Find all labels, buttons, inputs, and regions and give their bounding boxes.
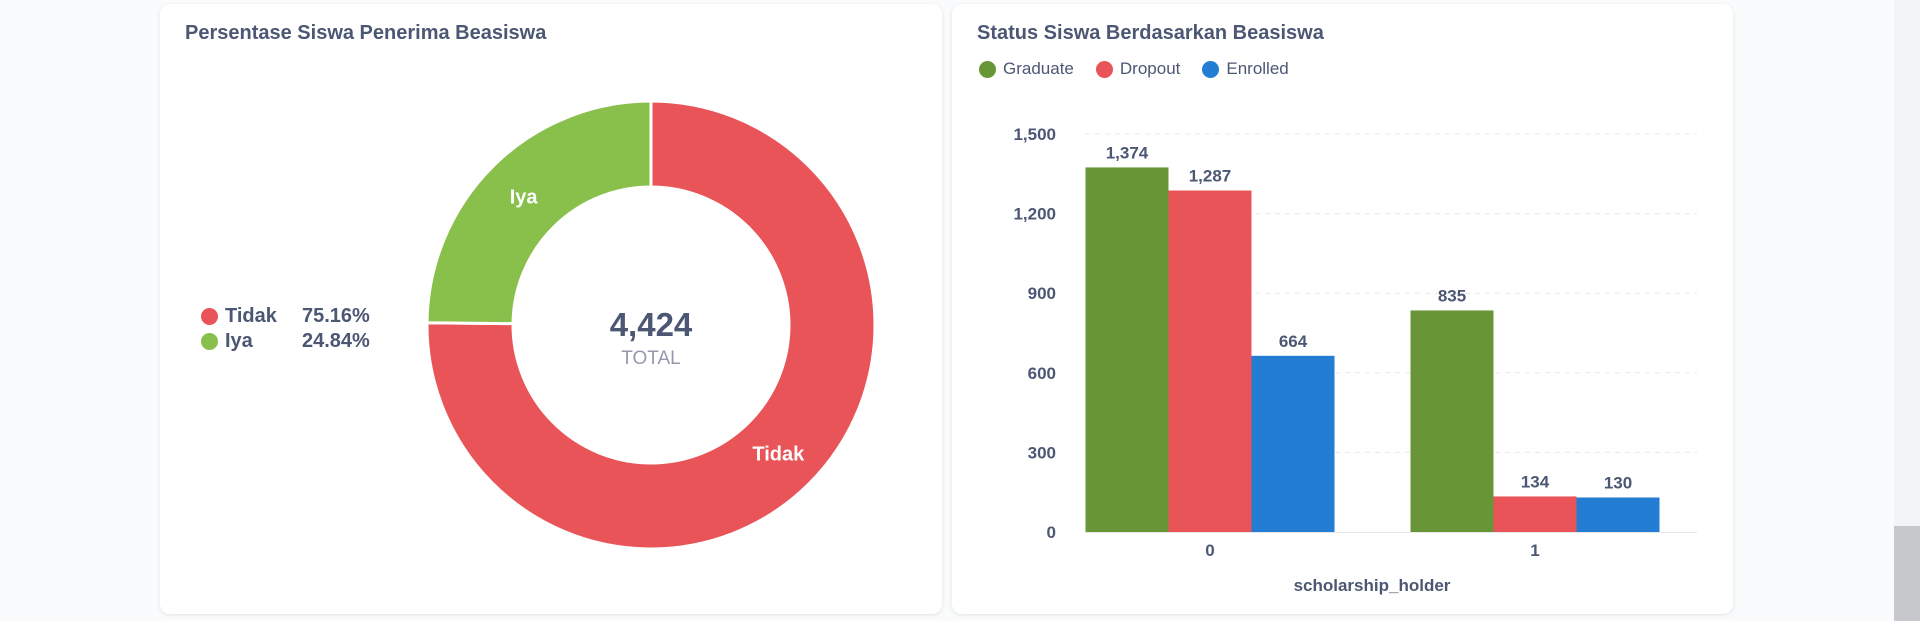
bar-value-label: 1,374 [1106, 143, 1149, 162]
x-tick-label: 1 [1530, 541, 1539, 560]
bar-legend: Graduate Dropout Enrolled [979, 59, 1289, 79]
bar-value-label: 134 [1521, 472, 1550, 491]
legend-dot-icon [201, 308, 218, 325]
donut-slice-label-tidak: Tidak [752, 444, 805, 466]
y-tick-label: 300 [1028, 443, 1056, 462]
bar-value-label: 1,287 [1189, 167, 1232, 186]
scrollbar-track[interactable] [1894, 0, 1920, 621]
donut-slice-label-iya: Iya [510, 186, 539, 208]
donut-legend: Tidak 75.16% Iya 24.84% [201, 304, 370, 354]
bar-dropout-0[interactable] [1168, 190, 1252, 533]
legend-dot-icon [979, 60, 996, 78]
bar-legend-item-graduate[interactable]: Graduate [979, 59, 1074, 79]
y-tick-label: 900 [1028, 284, 1056, 303]
donut-legend-item-iya[interactable]: Iya 24.84% [201, 329, 370, 354]
donut-legend-item-tidak[interactable]: Tidak 75.16% [201, 304, 370, 329]
legend-dot-icon [1202, 60, 1220, 78]
donut-legend-label: Tidak [225, 305, 277, 327]
x-axis-label: scholarship_holder [1294, 576, 1451, 595]
bar-legend-label: Graduate [1003, 59, 1074, 78]
y-tick-label: 0 [1047, 523, 1056, 542]
y-tick-label: 1,200 [1013, 205, 1056, 224]
y-tick-label: 600 [1028, 364, 1056, 383]
donut-legend-percent: 24.84% [302, 330, 370, 352]
bar-enrolled-0[interactable] [1251, 355, 1335, 532]
bar-value-label: 835 [1438, 286, 1466, 305]
bar-value-label: 664 [1279, 332, 1308, 351]
bar-chart: 0 300 600 900 1,200 1,500 1,374 1,287 664 0 835 134… [1013, 125, 1697, 595]
y-tick-label: 1,500 [1013, 125, 1056, 144]
donut-legend-percent: 75.16% [302, 305, 370, 327]
donut-chart-card: Persentase Siswa Penerima Beasiswa Tidak… [160, 4, 942, 614]
bar-legend-item-dropout[interactable]: Dropout [1095, 59, 1181, 79]
bar-chart-card: Status Siswa Berdasarkan Beasiswa Gradua… [952, 4, 1733, 614]
scrollbar-thumb[interactable] [1894, 526, 1920, 621]
donut-total-value: 4,424 [610, 306, 693, 343]
donut-chart-title[interactable]: Persentase Siswa Penerima Beasiswa [185, 22, 547, 44]
bar-graduate-0[interactable] [1085, 167, 1169, 532]
bar-legend-item-enrolled[interactable]: Enrolled [1202, 59, 1289, 79]
donut-slice-tidak[interactable] [425, 99, 877, 551]
bar-legend-label: Dropout [1119, 59, 1181, 78]
bar-dropout-1[interactable] [1493, 496, 1577, 532]
bar-chart-title[interactable]: Status Siswa Berdasarkan Beasiswa [977, 22, 1324, 44]
bar-enrolled-1[interactable] [1576, 497, 1660, 532]
bar-graduate-1[interactable] [1410, 310, 1494, 532]
legend-dot-icon [201, 333, 218, 350]
donut-chart: Tidak Iya 4,424 TOTAL [425, 99, 877, 551]
donut-slice-iya[interactable] [425, 99, 653, 326]
bar-value-label: 130 [1604, 474, 1632, 493]
x-tick-label: 0 [1205, 541, 1214, 560]
legend-dot-icon [1095, 60, 1113, 78]
donut-total-label: TOTAL [621, 348, 680, 369]
donut-legend-label: Iya [225, 330, 253, 352]
bar-legend-label: Enrolled [1226, 59, 1289, 78]
